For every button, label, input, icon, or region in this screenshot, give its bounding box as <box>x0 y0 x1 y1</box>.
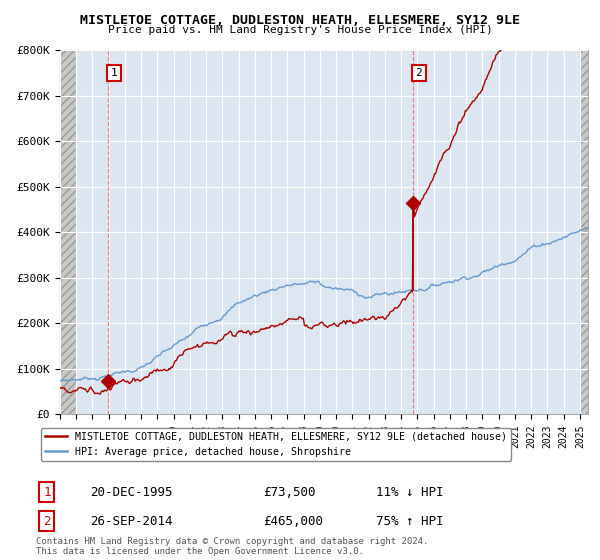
Text: 2: 2 <box>43 515 50 528</box>
Text: £465,000: £465,000 <box>263 515 323 528</box>
Text: 2: 2 <box>415 68 422 78</box>
Bar <box>60 50 76 414</box>
Bar <box>580 50 588 414</box>
Text: £73,500: £73,500 <box>263 486 316 498</box>
Text: 20-DEC-1995: 20-DEC-1995 <box>90 486 173 498</box>
Text: 26-SEP-2014: 26-SEP-2014 <box>90 515 173 528</box>
Legend: MISTLETOE COTTAGE, DUDLESTON HEATH, ELLESMERE, SY12 9LE (detached house), HPI: A: MISTLETOE COTTAGE, DUDLESTON HEATH, ELLE… <box>41 428 511 461</box>
Text: This data is licensed under the Open Government Licence v3.0.: This data is licensed under the Open Gov… <box>36 547 364 556</box>
Text: 1: 1 <box>43 486 50 498</box>
Bar <box>60 50 76 414</box>
Text: Price paid vs. HM Land Registry's House Price Index (HPI): Price paid vs. HM Land Registry's House … <box>107 25 493 35</box>
Text: MISTLETOE COTTAGE, DUDLESTON HEATH, ELLESMERE, SY12 9LE: MISTLETOE COTTAGE, DUDLESTON HEATH, ELLE… <box>80 14 520 27</box>
Text: 11% ↓ HPI: 11% ↓ HPI <box>376 486 444 498</box>
Text: Contains HM Land Registry data © Crown copyright and database right 2024.: Contains HM Land Registry data © Crown c… <box>36 537 428 546</box>
Text: 75% ↑ HPI: 75% ↑ HPI <box>376 515 444 528</box>
Text: 1: 1 <box>110 68 118 78</box>
Bar <box>580 50 588 414</box>
